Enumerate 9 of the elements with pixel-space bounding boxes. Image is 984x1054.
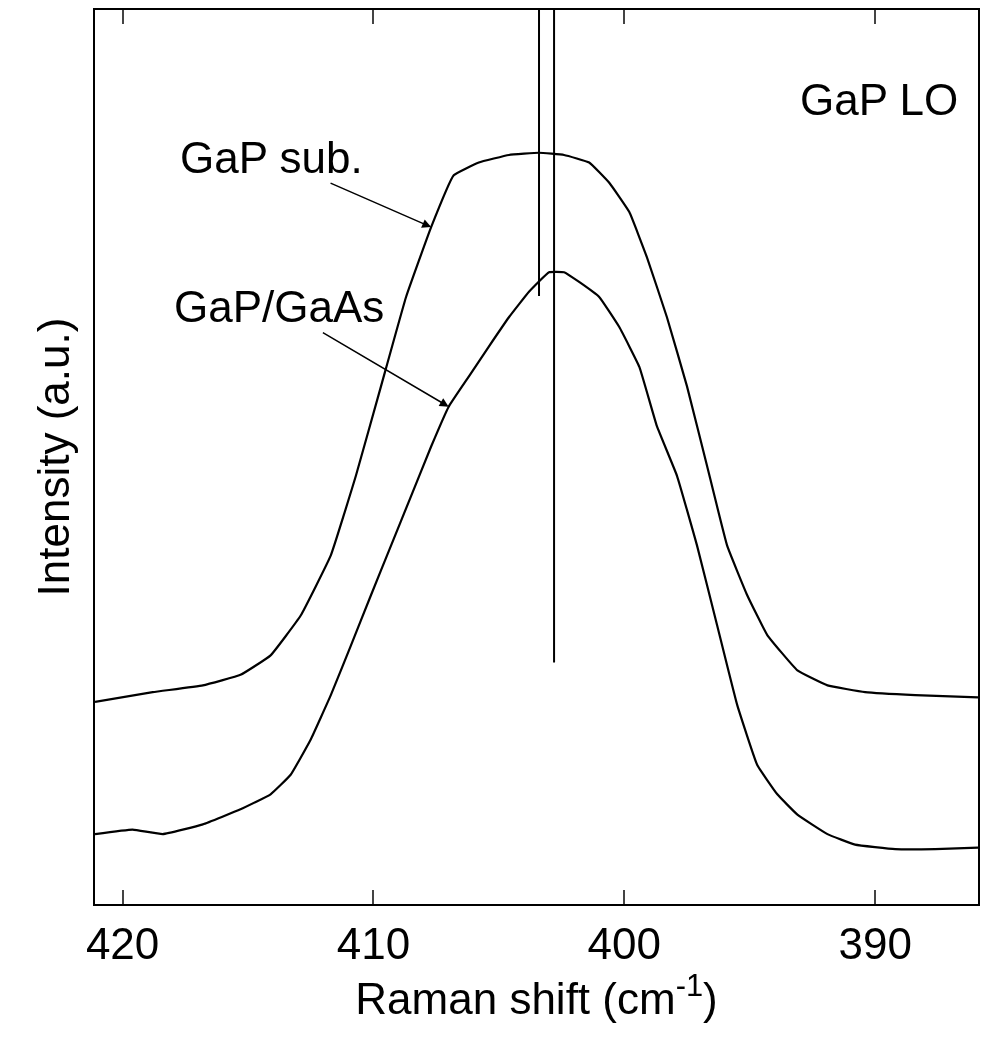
x-tick-label: 420 [85, 918, 160, 968]
annotation: GaP sub. [180, 133, 363, 182]
y-axis-title: Intensity (a.u.) [28, 317, 78, 597]
x-tick-label: 400 [587, 918, 662, 968]
x-axis-title: Raman shift (cm$^{-1}$) [355, 967, 718, 1024]
text: GaP LO [800, 75, 959, 124]
annotation: GaP/GaAs [174, 282, 385, 331]
x-tick-label: 390 [838, 918, 912, 968]
x-tick-label: 410 [336, 918, 411, 968]
